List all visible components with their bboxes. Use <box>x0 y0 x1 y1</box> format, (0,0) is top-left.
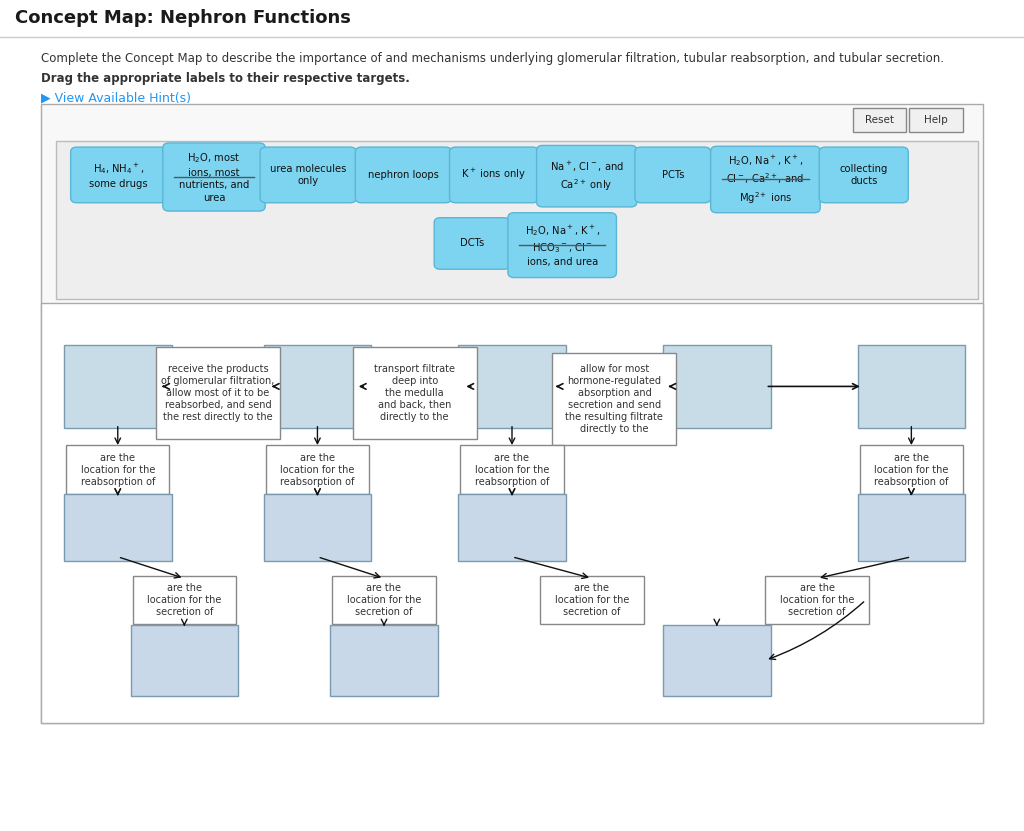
FancyBboxPatch shape <box>450 147 539 203</box>
FancyBboxPatch shape <box>330 625 438 696</box>
Text: Drag the appropriate labels to their respective targets.: Drag the appropriate labels to their res… <box>41 71 410 85</box>
Text: are the
location for the
reabsorption of: are the location for the reabsorption of <box>281 453 354 486</box>
Text: allow for most
hormone-regulated
absorption and
secretion and send
the resulting: allow for most hormone-regulated absorpt… <box>565 364 664 434</box>
FancyBboxPatch shape <box>63 494 171 561</box>
Text: Reset: Reset <box>865 115 894 125</box>
FancyBboxPatch shape <box>459 494 565 561</box>
FancyBboxPatch shape <box>66 445 170 494</box>
FancyBboxPatch shape <box>163 143 265 211</box>
Text: nephron loops: nephron loops <box>368 170 439 180</box>
Text: Help: Help <box>924 115 948 125</box>
FancyBboxPatch shape <box>508 213 616 278</box>
Text: H$_2$O, most
ions, most
nutrients, and
urea: H$_2$O, most ions, most nutrients, and u… <box>179 151 249 203</box>
Text: K$^+$ ions only: K$^+$ ions only <box>462 167 526 183</box>
FancyBboxPatch shape <box>853 108 906 132</box>
Text: are the
location for the
secretion of: are the location for the secretion of <box>555 583 629 617</box>
Text: ▶ View Available Hint(s): ▶ View Available Hint(s) <box>41 91 190 105</box>
Text: transport filtrate
deep into
the medulla
and back, then
directly to the: transport filtrate deep into the medulla… <box>374 364 456 422</box>
FancyBboxPatch shape <box>858 345 965 428</box>
FancyBboxPatch shape <box>459 345 565 428</box>
Text: urea molecules
only: urea molecules only <box>270 164 346 186</box>
Text: are the
location for the
secretion of: are the location for the secretion of <box>347 583 421 617</box>
FancyBboxPatch shape <box>355 147 452 203</box>
FancyBboxPatch shape <box>553 352 676 445</box>
FancyBboxPatch shape <box>41 104 983 723</box>
FancyBboxPatch shape <box>264 345 371 428</box>
FancyBboxPatch shape <box>131 625 238 696</box>
Text: receive the products
of glomerular filtration,
allow most of it to be
reabsorbed: receive the products of glomerular filtr… <box>162 364 274 422</box>
FancyBboxPatch shape <box>664 625 770 696</box>
FancyBboxPatch shape <box>541 576 643 624</box>
FancyBboxPatch shape <box>664 345 770 428</box>
FancyBboxPatch shape <box>264 494 371 561</box>
FancyBboxPatch shape <box>156 347 281 439</box>
FancyBboxPatch shape <box>860 445 963 494</box>
Text: H$_4$, NH$_4$$^+$,
some drugs: H$_4$, NH$_4$$^+$, some drugs <box>89 161 148 189</box>
FancyBboxPatch shape <box>260 147 356 203</box>
FancyBboxPatch shape <box>766 576 868 624</box>
Text: collecting
ducts: collecting ducts <box>840 164 888 186</box>
Text: H$_2$O, Na$^+$, K$^+$,
HCO$_3$$^-$, Cl$^-$
ions, and urea: H$_2$O, Na$^+$, K$^+$, HCO$_3$$^-$, Cl$^… <box>524 223 600 268</box>
FancyBboxPatch shape <box>819 147 908 203</box>
FancyBboxPatch shape <box>858 494 965 561</box>
FancyBboxPatch shape <box>352 347 477 439</box>
FancyBboxPatch shape <box>41 303 983 723</box>
Text: are the
location for the
reabsorption of: are the location for the reabsorption of <box>874 453 948 486</box>
FancyBboxPatch shape <box>71 147 167 203</box>
FancyBboxPatch shape <box>537 145 637 207</box>
FancyBboxPatch shape <box>909 108 963 132</box>
Text: H$_2$O, Na$^+$, K$^+$,
Cl$^-$, Ca$^{2+}$, and
Mg$^{2+}$ ions: H$_2$O, Na$^+$, K$^+$, Cl$^-$, Ca$^{2+}$… <box>726 153 805 206</box>
Text: DCTs: DCTs <box>460 238 484 248</box>
Text: are the
location for the
secretion of: are the location for the secretion of <box>147 583 221 617</box>
FancyBboxPatch shape <box>63 345 171 428</box>
FancyBboxPatch shape <box>461 445 563 494</box>
Text: Complete the Concept Map to describe the importance of and mechanisms underlying: Complete the Concept Map to describe the… <box>41 52 944 65</box>
FancyBboxPatch shape <box>0 0 1024 35</box>
FancyBboxPatch shape <box>434 218 510 269</box>
Text: Na$^+$, Cl$^-$, and
Ca$^{2+}$ only: Na$^+$, Cl$^-$, and Ca$^{2+}$ only <box>550 160 624 193</box>
Text: Concept Map: Nephron Functions: Concept Map: Nephron Functions <box>15 9 351 27</box>
Text: are the
location for the
secretion of: are the location for the secretion of <box>780 583 854 617</box>
Text: are the
location for the
reabsorption of: are the location for the reabsorption of <box>81 453 155 486</box>
FancyBboxPatch shape <box>56 141 978 299</box>
FancyBboxPatch shape <box>332 576 436 624</box>
FancyBboxPatch shape <box>133 576 236 624</box>
FancyBboxPatch shape <box>635 147 711 203</box>
Text: PCTs: PCTs <box>662 170 684 180</box>
Text: are the
location for the
reabsorption of: are the location for the reabsorption of <box>475 453 549 486</box>
FancyBboxPatch shape <box>711 146 820 213</box>
FancyBboxPatch shape <box>266 445 370 494</box>
